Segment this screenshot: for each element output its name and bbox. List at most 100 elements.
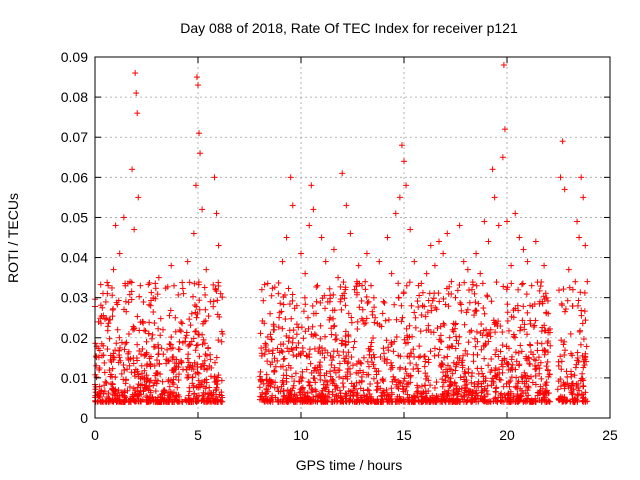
data-point: [574, 349, 581, 356]
data-point: [513, 383, 520, 390]
data-point: [541, 322, 548, 329]
data-point: [332, 336, 339, 343]
data-point: [289, 291, 296, 298]
data-point: [578, 307, 585, 314]
data-point: [180, 366, 187, 373]
data-point: [478, 365, 485, 372]
data-point: [171, 360, 178, 367]
data-point: [371, 319, 378, 326]
data-point: [148, 335, 155, 342]
data-point: [425, 388, 432, 395]
data-point: [484, 332, 491, 339]
data-point: [370, 294, 377, 301]
data-point: [190, 395, 197, 402]
data-point: [256, 373, 263, 380]
data-point: [425, 377, 432, 384]
data-point: [353, 283, 360, 290]
data-point: [393, 333, 400, 340]
data-point: [322, 347, 329, 354]
data-point: [310, 310, 317, 317]
data-point: [213, 354, 220, 361]
data-point: [458, 307, 465, 314]
data-point: [432, 304, 439, 311]
data-point: [470, 351, 477, 358]
data-point: [116, 334, 123, 341]
data-point: [505, 390, 512, 397]
data-point: [455, 388, 462, 395]
data-point: [462, 347, 469, 354]
data-point: [513, 374, 520, 381]
data-point: [185, 359, 192, 366]
data-point: [441, 354, 448, 361]
data-point: [109, 306, 116, 313]
data-point: [460, 352, 467, 359]
data-point: [413, 361, 420, 368]
data-point: [215, 337, 222, 344]
data-point: [407, 350, 414, 357]
data-point: [364, 300, 371, 307]
data-point: [288, 387, 295, 394]
data-point: [554, 386, 561, 393]
data-point: [317, 299, 324, 306]
data-point: [193, 303, 200, 310]
data-point: [456, 355, 463, 362]
data-point: [440, 369, 447, 376]
data-point: [497, 376, 504, 383]
data-point: [312, 379, 319, 386]
data-point: [529, 379, 536, 386]
data-point: [558, 366, 565, 373]
data-point: [515, 349, 522, 356]
data-point: [194, 341, 201, 348]
data-point: [345, 310, 352, 317]
data-point: [497, 348, 504, 355]
data-point: [566, 284, 573, 291]
data-point: [537, 283, 544, 290]
data-point: [496, 376, 503, 383]
data-point: [464, 351, 471, 358]
data-point: [140, 298, 147, 305]
data-point: [125, 330, 132, 337]
data-point: [481, 342, 488, 349]
data-point: [293, 331, 300, 338]
data-point: [579, 320, 586, 327]
data-point: [130, 360, 137, 367]
data-point: [307, 360, 314, 367]
data-point: [532, 372, 539, 379]
data-point: [208, 364, 215, 371]
data-point: [484, 382, 491, 389]
data-point: [545, 397, 552, 404]
data-point: [522, 383, 529, 390]
data-point: [510, 314, 517, 321]
data-point: [457, 374, 464, 381]
data-point: [491, 367, 498, 374]
data-point: [324, 349, 331, 356]
data-point: [437, 332, 444, 339]
data-point: [360, 392, 367, 399]
data-point: [543, 382, 550, 389]
data-point: [513, 358, 520, 365]
data-point: [444, 353, 451, 360]
data-point: [112, 386, 119, 393]
data-point: [193, 342, 200, 349]
data-point: [108, 381, 115, 388]
data-point: [205, 313, 212, 320]
data-point: [290, 352, 297, 359]
data-point: [579, 376, 586, 383]
data-point: [461, 321, 468, 328]
data-point: [373, 368, 380, 375]
data-point: [279, 363, 286, 370]
data-point: [214, 311, 221, 318]
data-point: [128, 288, 135, 295]
data-point: [286, 390, 293, 397]
data-point: [445, 374, 452, 381]
data-point: [497, 397, 504, 404]
data-point: [332, 332, 339, 339]
data-point: [92, 383, 99, 390]
data-point: [134, 313, 141, 320]
data-point: [300, 335, 307, 342]
data-point: [138, 370, 145, 377]
data-point: [442, 373, 449, 380]
data-point: [400, 290, 407, 297]
data-point: [190, 293, 197, 300]
